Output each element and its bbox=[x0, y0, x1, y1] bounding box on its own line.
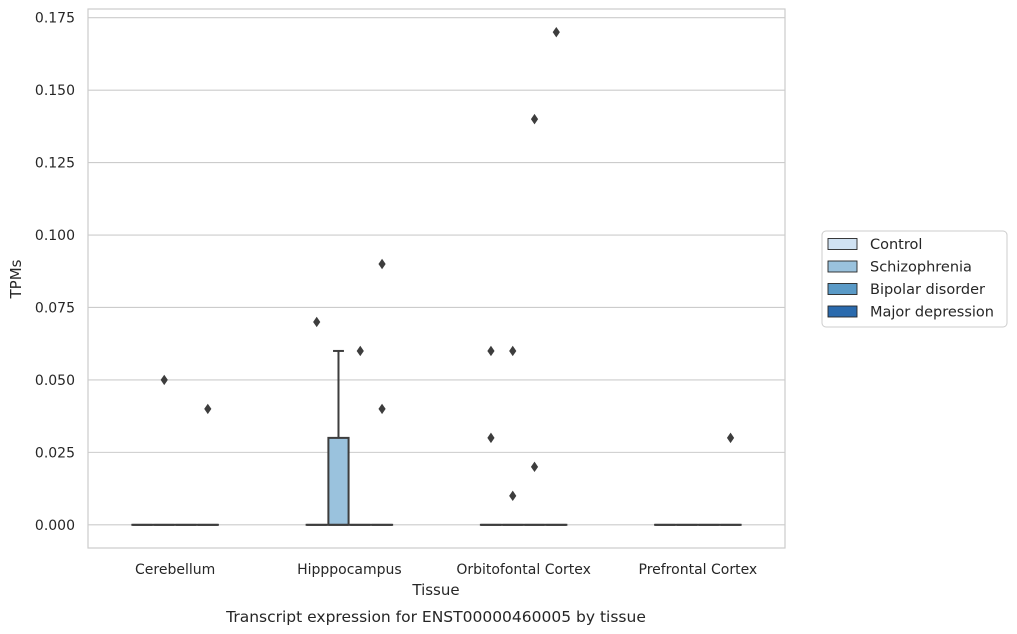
box-major-depression bbox=[370, 258, 394, 526]
plot-area-frame bbox=[87, 8, 786, 549]
y-axis-ticks: 0.000 0.025 0.050 0.075 0.100 0.125 0.150 0.175 bbox=[35, 11, 75, 534]
outlier-point bbox=[530, 113, 539, 125]
box-major-depression bbox=[545, 26, 568, 526]
box-body bbox=[327, 436, 350, 526]
y-tick-label: 0.100 bbox=[35, 228, 75, 244]
box-schizophrenia bbox=[327, 349, 350, 526]
legend-swatch bbox=[827, 260, 858, 273]
legend-entries: Control Schizophrenia Bipolar disorder Majo… bbox=[827, 237, 994, 321]
outlier-point bbox=[509, 490, 517, 502]
box-series bbox=[131, 26, 742, 526]
outlier-point bbox=[204, 403, 212, 415]
legend-label: Major depression bbox=[870, 305, 994, 321]
outlier-point bbox=[356, 345, 364, 357]
box-bipolar-disorder bbox=[523, 113, 546, 526]
x-tick-label: Orbitofontal Cortex bbox=[456, 562, 591, 578]
x-tick-label: Prefrontal Cortex bbox=[639, 562, 758, 578]
chart-caption: Transcript expression for ENST0000046000… bbox=[225, 608, 646, 626]
y-tick-label: 0.125 bbox=[35, 156, 75, 172]
outlier-point bbox=[552, 26, 560, 38]
legend-swatch bbox=[827, 238, 858, 250]
legend: Control Schizophrenia Bipolar disorder Majo… bbox=[821, 230, 1008, 328]
grid-lines bbox=[88, 17, 785, 526]
box-control bbox=[479, 345, 503, 526]
box-major-depression bbox=[196, 403, 219, 526]
y-tick-label: 0.075 bbox=[35, 300, 75, 316]
y-tick-label: 0.150 bbox=[35, 83, 75, 99]
legend-label: Bipolar disorder bbox=[870, 282, 985, 298]
legend-label: Control bbox=[870, 237, 922, 253]
y-tick-label: 0.175 bbox=[35, 11, 75, 27]
x-tick-label: Hipppocampus bbox=[297, 562, 402, 578]
legend-frame bbox=[821, 230, 1008, 328]
y-tick-label: 0.025 bbox=[35, 445, 75, 461]
box-major-depression bbox=[719, 432, 742, 526]
outlier-point bbox=[487, 432, 495, 444]
outlier-point bbox=[509, 345, 517, 357]
outlier-point bbox=[726, 432, 735, 444]
x-tick-label: Cerebellum bbox=[135, 562, 215, 578]
outlier-point bbox=[160, 374, 168, 386]
y-tick-label: 0.050 bbox=[35, 373, 75, 389]
y-axis-title: TPMs bbox=[7, 259, 25, 299]
legend-swatch bbox=[827, 283, 858, 295]
x-axis-title: Tissue bbox=[411, 581, 459, 599]
outlier-point bbox=[378, 258, 386, 270]
box-schizophrenia bbox=[501, 345, 524, 526]
box-control bbox=[305, 316, 328, 526]
box-schizophrenia bbox=[153, 374, 176, 526]
box-bipolar-disorder bbox=[349, 345, 372, 526]
legend-label: Schizophrenia bbox=[870, 260, 972, 276]
outlier-point bbox=[530, 461, 539, 473]
y-tick-label: 0.000 bbox=[35, 518, 75, 534]
legend-swatch bbox=[827, 305, 858, 318]
x-axis-ticks: Cerebellum Hipppocampus Orbitofontal Corte… bbox=[135, 562, 757, 578]
outlier-point bbox=[487, 345, 495, 357]
outlier-point bbox=[378, 403, 386, 415]
outlier-point bbox=[313, 316, 321, 328]
